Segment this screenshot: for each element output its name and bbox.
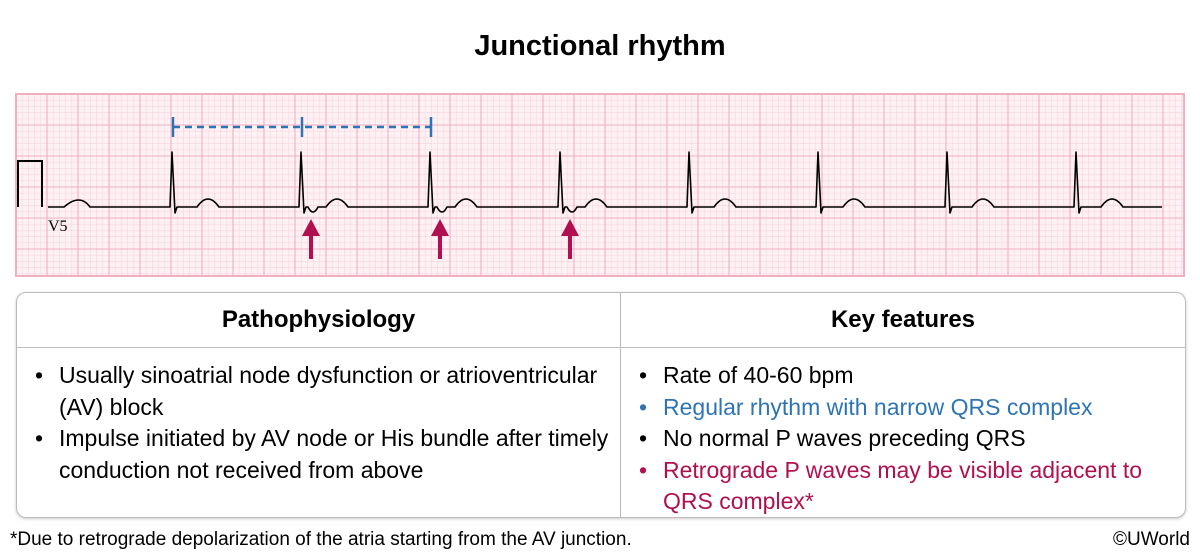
list-item: • Regular rhythm with narrow QRS complex (639, 393, 1093, 420)
list-item-text: Rate of 40-60 bpm (663, 362, 854, 388)
pathophysiology-list: • Usually sinoatrial node dysfunction or … (17, 360, 620, 486)
info-table: Pathophysiology • Usually sinoatrial node… (16, 292, 1186, 518)
copyright: ©UWorld (1113, 529, 1190, 550)
ecg-frame (15, 93, 1185, 277)
lead-label: V5 (48, 218, 68, 235)
retrograde-p-arrow (302, 219, 320, 259)
ecg-grid-major (15, 93, 1184, 276)
list-item: • Retrograde P waves may be visible adjac… (639, 456, 1143, 515)
key-features-heading: Key features (621, 293, 1185, 348)
page-title: Junctional rhythm (474, 30, 726, 62)
list-item-text: No normal P waves preceding QRS (663, 425, 1026, 451)
list-item: • No normal P waves preceding QRS (639, 425, 1026, 451)
pathophysiology-column: Pathophysiology • Usually sinoatrial node… (17, 293, 621, 517)
footnote: *Due to retrograde depolarization of the… (10, 529, 632, 550)
list-item-text: Usually sinoatrial node dysfunction or a… (59, 362, 598, 420)
list-item: • Rate of 40-60 bpm (639, 362, 854, 388)
list-item-text: Regular rhythm with narrow QRS complex (663, 393, 1093, 420)
list-item: • Usually sinoatrial node dysfunction or … (35, 362, 598, 420)
ecg-strip: V5 (15, 93, 1185, 277)
retrograde-p-arrow (561, 219, 579, 259)
rr-interval-marker (171, 117, 433, 137)
list-item-text: Retrograde P waves may be visible adjace… (663, 456, 1143, 515)
ecg-grid-fine (16, 94, 1184, 276)
key-features-column: Key features • Rate of 40-60 bpm • Regular… (621, 293, 1185, 517)
list-item-text: Impulse initiated by AV node or His bund… (59, 425, 609, 483)
list-item: • Impulse initiated by AV node or His bun… (35, 425, 609, 483)
retrograde-p-arrow (431, 219, 449, 259)
pathophysiology-heading: Pathophysiology (17, 293, 620, 348)
calibration-pulse (17, 160, 43, 207)
ecg-trace (48, 151, 1162, 214)
key-features-list: • Rate of 40-60 bpm • Regular rhythm with … (621, 360, 1185, 517)
